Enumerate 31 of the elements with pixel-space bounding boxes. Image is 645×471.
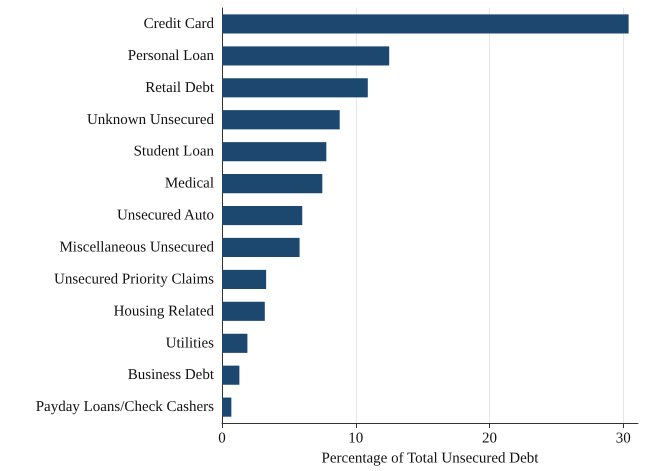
bar xyxy=(222,366,240,385)
bar xyxy=(222,302,265,321)
bar xyxy=(222,238,300,258)
bar xyxy=(222,110,340,130)
bar xyxy=(222,206,302,226)
bar xyxy=(222,142,326,162)
x-tick-label: 0 xyxy=(218,430,226,447)
bar xyxy=(222,334,248,353)
y-tick-label: Retail Debt xyxy=(145,80,215,96)
y-tick-label: Business Debt xyxy=(128,367,215,384)
y-tick-label: Credit Card xyxy=(144,16,214,32)
y-tick-label: Student Loan xyxy=(134,144,214,160)
x-tick-label: 30 xyxy=(616,430,631,447)
y-tick-label: Payday Loans/Check Cashers xyxy=(36,399,214,416)
bar xyxy=(222,78,368,98)
x-axis-title: Percentage of Total Unsecured Debt xyxy=(322,450,540,466)
bar xyxy=(222,270,266,289)
y-tick-label: Unknown Unsecured xyxy=(86,112,214,128)
y-tick-label: Personal Loan xyxy=(128,48,214,64)
bar xyxy=(222,46,390,66)
x-tick-label: 10 xyxy=(348,430,364,447)
bar xyxy=(222,398,232,417)
y-tick-label: Unsecured Auto xyxy=(116,208,214,224)
bar xyxy=(222,14,629,34)
y-tick-label: Medical xyxy=(164,176,214,192)
y-tick-label: Housing Related xyxy=(114,303,214,320)
y-tick-label: Unsecured Priority Claims xyxy=(54,271,214,288)
y-tick-label: Miscellaneous Unsecured xyxy=(59,239,214,256)
bar xyxy=(222,174,322,194)
x-tick-label: 20 xyxy=(482,430,498,447)
y-tick-label: Utilities xyxy=(166,335,214,352)
